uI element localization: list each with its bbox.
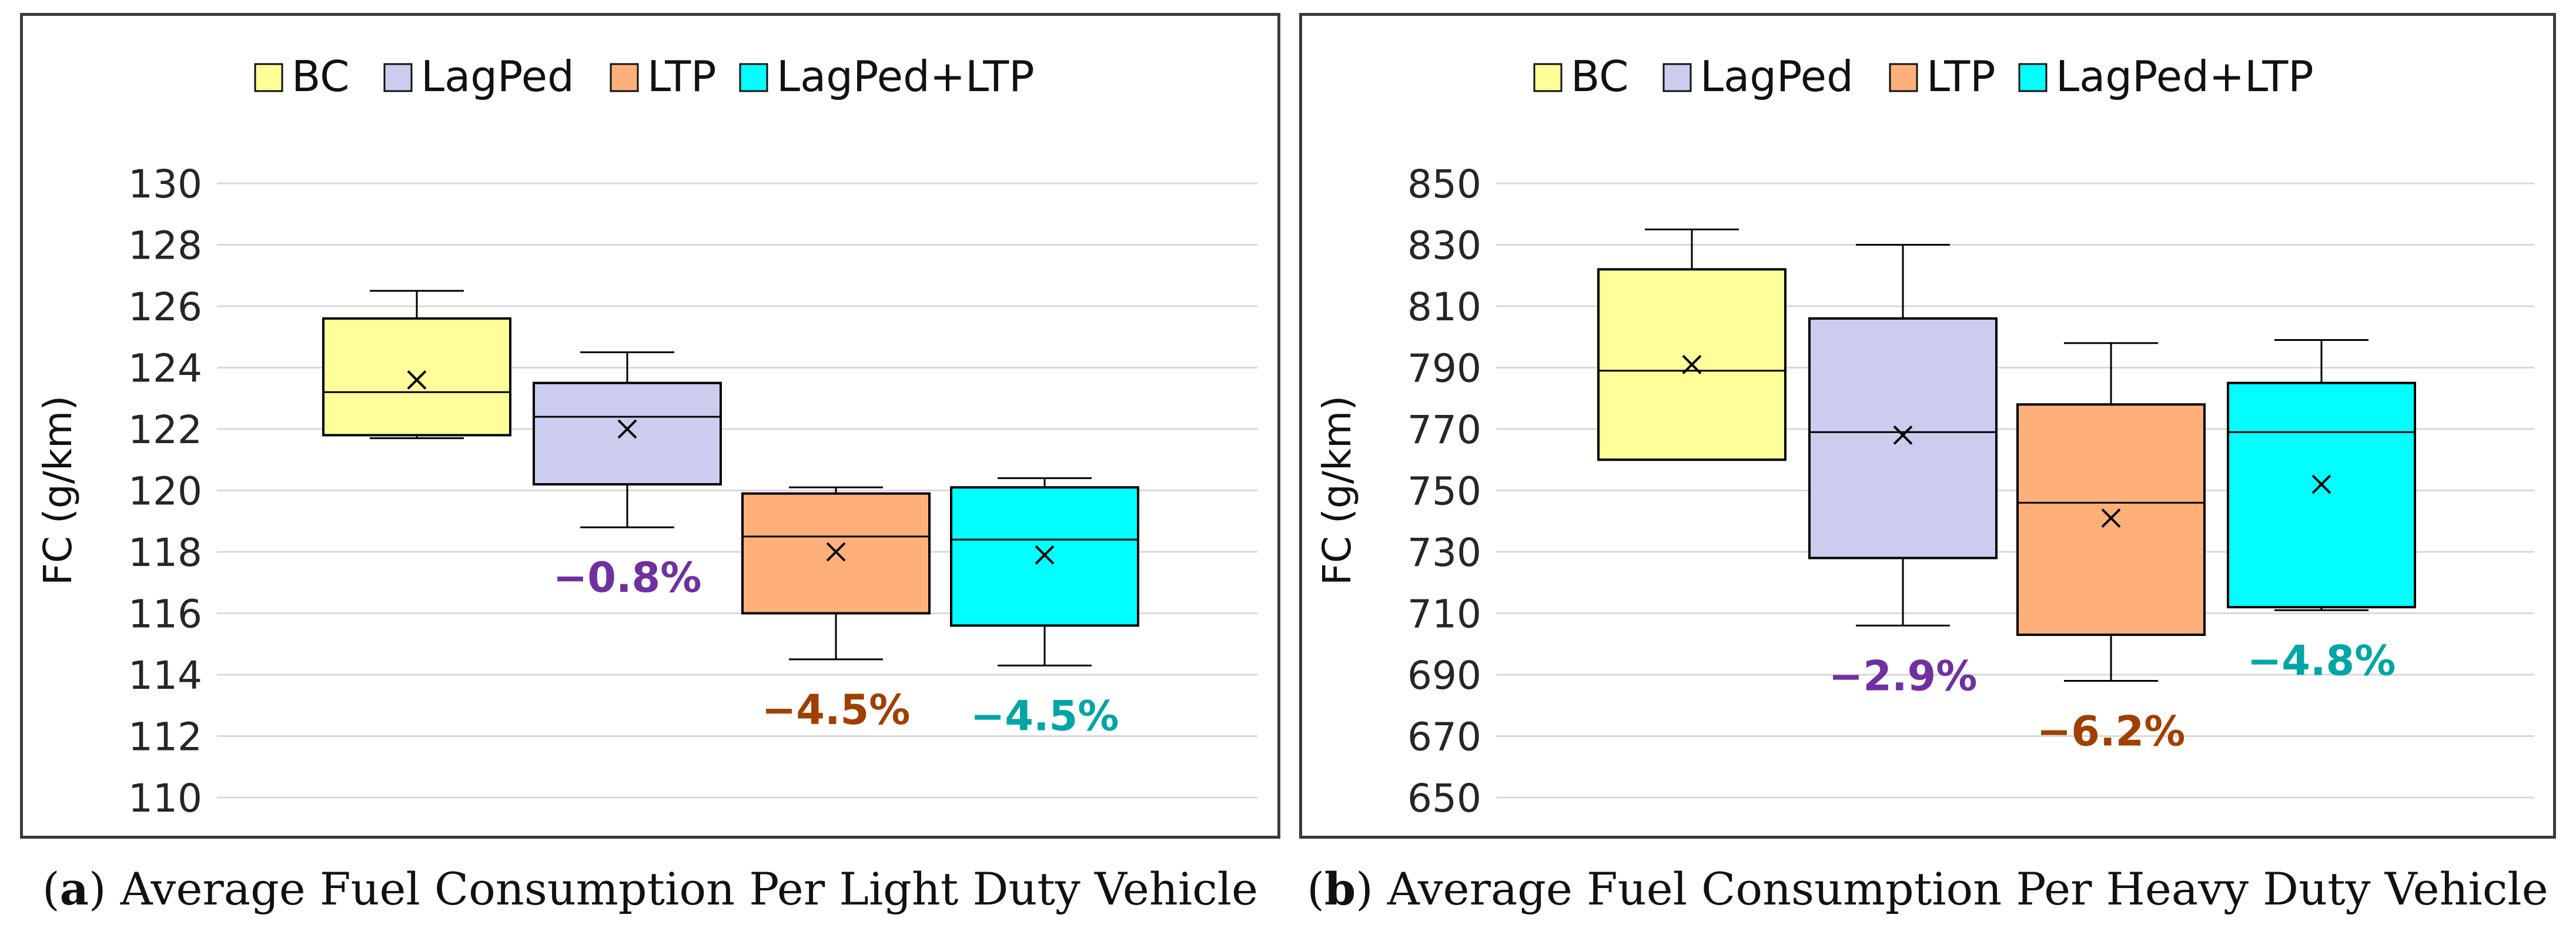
caption-a: (a) Average Fuel Consumption Per Light D… <box>42 863 1258 915</box>
chart-a-annotation: −4.5% <box>971 692 1119 740</box>
chart-a-box-lagped-ltp <box>950 477 1139 666</box>
chart-b-mean-marker <box>2311 474 2331 494</box>
chart-a-legend-swatch <box>610 63 639 92</box>
chart-b-y-tick-label: 810 <box>1407 284 1481 330</box>
chart-a-y-tick-label: 128 <box>128 223 202 269</box>
chart-b-box-iqr <box>1808 317 1998 560</box>
chart-a-legend-swatch <box>383 63 413 92</box>
chart-b-y-tick-label: 670 <box>1407 715 1481 760</box>
caption-a-tag: a <box>59 863 89 915</box>
chart-a-y-tick-label: 130 <box>128 162 202 207</box>
chart-a-box-iqr <box>322 317 511 437</box>
chart-b-y-tick-label: 690 <box>1407 653 1481 698</box>
chart-a-legend-label: LagPed+LTP <box>777 52 1035 101</box>
chart-a-y-tick-label: 122 <box>128 407 202 453</box>
chart-b-box-bc <box>1597 228 1787 461</box>
chart-b-y-axis-label: FC (g/km) <box>1314 396 1360 585</box>
chart-b-box-ltp <box>2016 342 2206 682</box>
chart-b-legend-swatch <box>2018 63 2048 92</box>
chart-panel-b: 850 830 810 790 770 750 730 710 690 670 650 FC (g/k… <box>1299 13 2556 839</box>
chart-b-legend-swatch <box>1662 63 1692 92</box>
chart-a-legend-label: LTP <box>647 52 717 101</box>
chart-b-mean-marker <box>1893 426 1913 445</box>
chart-a-mean-marker <box>826 542 846 562</box>
chart-b-annotation: −4.8% <box>2247 636 2396 685</box>
chart-b: 850 830 810 790 770 750 730 710 690 670 650 FC (g/k… <box>1314 52 2534 821</box>
chart-b-y-tick-label: 770 <box>1407 407 1481 453</box>
chart-a-y-tick-label: 126 <box>128 284 202 330</box>
caption-a-text: Average Fuel Consumption Per Light Duty … <box>106 863 1258 915</box>
chart-a-mean-marker <box>1035 545 1055 565</box>
chart-b-y-tick-label: 750 <box>1407 469 1481 514</box>
chart-b-box-iqr <box>2227 381 2416 609</box>
chart-b-box-lagped-ltp <box>2227 339 2416 611</box>
chart-a-y-tick-label: 110 <box>128 776 202 821</box>
caption-b-text: Average Fuel Consumption Per Heavy Duty … <box>1373 863 2548 915</box>
chart-a-legend-swatch <box>739 63 768 92</box>
chart-b-mean-marker <box>1682 354 1702 374</box>
chart-a-legend-swatch <box>254 63 283 92</box>
chart-b-y-tick-label: 650 <box>1407 776 1481 821</box>
chart-b-legend-label: LagPed+LTP <box>2056 52 2314 101</box>
chart-b-legend-label: LTP <box>1926 52 1996 101</box>
chart-b-legend-label: BC <box>1571 52 1628 101</box>
chart-a-mean-marker <box>407 370 427 390</box>
chart-a-legend-label: LagPed <box>421 52 574 101</box>
chart-a-annotation: −4.5% <box>762 686 911 734</box>
chart-a-y-tick-label: 116 <box>128 592 202 637</box>
chart-b-y-tick-label: 830 <box>1407 223 1481 269</box>
caption-b-tag: b <box>1324 863 1356 915</box>
chart-a-legend-label: BC <box>292 52 349 101</box>
chart-b-mean-marker <box>2101 508 2121 528</box>
chart-a-y-tick-label: 120 <box>128 469 202 514</box>
chart-b-box-lagped <box>1808 244 1998 627</box>
chart-a-y-axis-label: FC (g/km) <box>35 396 81 585</box>
chart-b-legend-swatch <box>1889 63 1918 92</box>
chart-a-box-bc <box>322 290 511 440</box>
chart-panel-a: 130 128 126 124 122 120 118 116 114 112 110 FC (g/k… <box>20 13 1280 839</box>
chart-a-box-ltp <box>741 486 931 661</box>
chart-a-y-tick-label: 112 <box>128 715 202 760</box>
caption-b: (b) Average Fuel Consumption Per Heavy D… <box>1307 863 2548 915</box>
chart-b-y-tick-label: 730 <box>1407 530 1481 575</box>
chart-a-annotation: −0.8% <box>553 554 702 602</box>
chart-a-box-lagped <box>533 351 722 528</box>
chart-b-annotation: −2.9% <box>1829 652 1978 700</box>
chart-a-y-tick-label: 124 <box>128 346 202 391</box>
chart-b-annotation: −6.2% <box>2037 707 2186 755</box>
chart-b-y-tick-label: 710 <box>1407 592 1481 637</box>
chart-a-mean-marker <box>617 419 637 439</box>
chart-b-legend-label: LagPed <box>1700 52 1854 101</box>
chart-a: 130 128 126 124 122 120 118 116 114 112 110 FC (g/k… <box>35 52 1257 821</box>
chart-a-y-tick-label: 114 <box>128 653 202 698</box>
chart-a-y-tick-label: 118 <box>128 530 202 575</box>
chart-b-y-tick-label: 790 <box>1407 346 1481 391</box>
chart-a-box-iqr <box>533 381 722 486</box>
chart-b-legend-swatch <box>1533 63 1563 92</box>
chart-b-y-tick-label: 850 <box>1407 162 1481 207</box>
